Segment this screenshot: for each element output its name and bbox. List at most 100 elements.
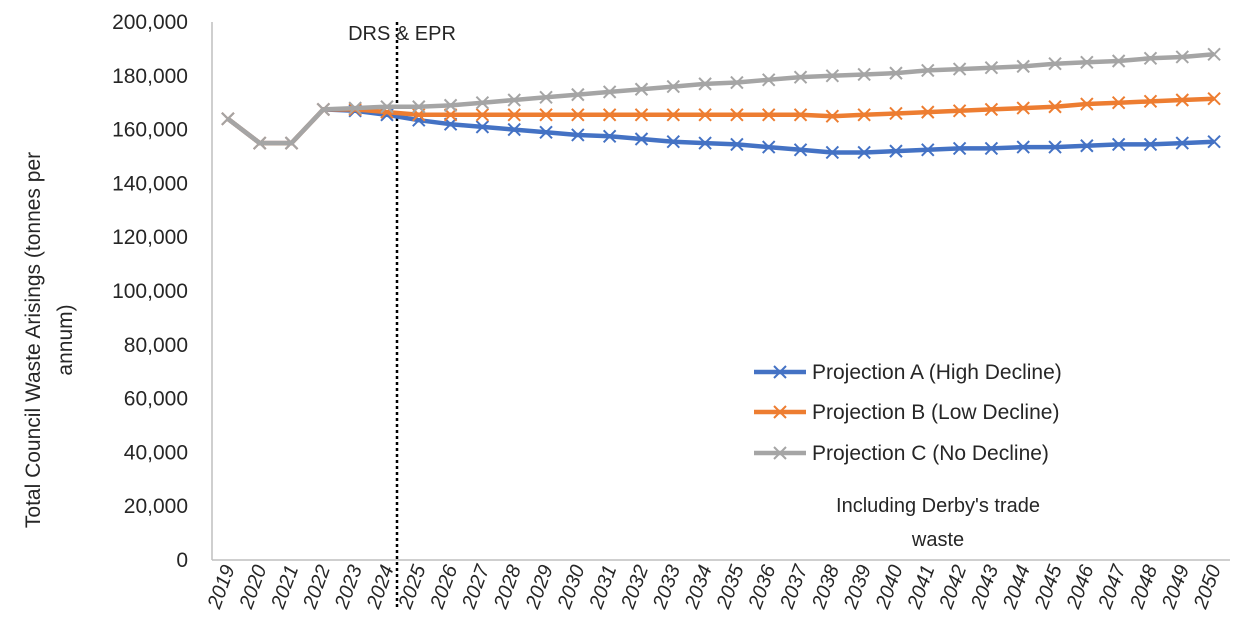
- data-point-marker: [475, 108, 490, 122]
- data-point-marker: [793, 108, 808, 122]
- data-point-marker: [762, 73, 776, 87]
- x-tick-label: 2050: [1190, 562, 1226, 612]
- data-point-marker: [1048, 100, 1062, 114]
- legend-item-c: Projection C (No Decline): [754, 442, 1049, 465]
- data-point-marker: [1048, 56, 1062, 71]
- x-tick-label: 2036: [744, 561, 781, 612]
- data-point-marker: [507, 122, 521, 137]
- data-point-marker: [921, 63, 935, 78]
- data-point-marker: [475, 95, 490, 110]
- data-point-marker: [1048, 140, 1062, 154]
- series-line-a: [226, 107, 1215, 155]
- y-axis-ticks: 0 20,000 40,000 60,000 80,000 100,000 120,000 1…: [112, 11, 188, 572]
- data-point-marker: [507, 93, 521, 107]
- legend-label-c: Projection C (No Decline): [812, 442, 1049, 465]
- legend-marker-c: [773, 446, 787, 460]
- legend-marker-b: [773, 405, 787, 419]
- data-point-marker: [1175, 93, 1189, 107]
- data-point-marker: [1016, 140, 1030, 154]
- x-tick-label: 2039: [840, 562, 876, 612]
- data-point-marker: [984, 141, 999, 156]
- drs-epr-annotation: DRS & EPR: [348, 23, 456, 45]
- y-tick-label: 200,000: [112, 11, 188, 34]
- data-point-marker: [857, 67, 871, 82]
- data-point-marker: [602, 108, 617, 122]
- data-point-marker: [571, 108, 585, 122]
- data-point-marker: [1207, 47, 1221, 61]
- y-tick-label: 0: [176, 549, 188, 572]
- data-point-marker: [1111, 137, 1126, 152]
- data-point-marker: [412, 100, 426, 114]
- data-point-marker: [443, 98, 458, 113]
- data-point-marker: [825, 69, 840, 83]
- data-point-marker: [1111, 54, 1126, 68]
- x-tick-label: 2029: [521, 562, 557, 612]
- data-point-marker: [984, 102, 999, 117]
- data-point-marker: [698, 77, 712, 91]
- data-point-marker: [1175, 50, 1189, 64]
- series-layer: [221, 47, 1221, 160]
- data-point-marker: [539, 108, 553, 122]
- x-tick-label: 2024: [362, 562, 398, 612]
- data-point-marker: [793, 143, 808, 157]
- data-point-marker: [921, 105, 935, 119]
- data-point-marker: [475, 120, 490, 134]
- y-tick-label: 80,000: [124, 334, 188, 357]
- legend: Projection A (High Decline) Projection B…: [754, 361, 1062, 465]
- data-point-marker: [889, 144, 903, 158]
- data-point-marker: [698, 136, 712, 150]
- data-point-marker: [1207, 134, 1221, 149]
- data-point-marker: [1080, 55, 1094, 70]
- y-axis-label-line-1: Total Council Waste Arisings (tonnes per: [22, 152, 45, 528]
- x-tick-label: 2019: [203, 562, 239, 612]
- data-point-marker: [984, 61, 999, 75]
- data-point-marker: [857, 145, 871, 160]
- x-tick-label: 2046: [1062, 561, 1099, 612]
- data-point-marker: [825, 145, 840, 160]
- data-point-marker: [762, 140, 776, 154]
- data-point-marker: [698, 108, 712, 122]
- legend-label-a: Projection A (High Decline): [812, 361, 1062, 384]
- data-point-marker: [889, 106, 903, 121]
- x-tick-label: 2042: [935, 562, 971, 612]
- x-tick-label: 2048: [1126, 562, 1162, 612]
- data-point-marker: [762, 108, 776, 122]
- x-tick-label: 2026: [426, 561, 463, 612]
- x-axis-ticks: 2019202020212022202320242025202620272028…: [203, 561, 1225, 612]
- data-point-marker: [952, 62, 967, 76]
- y-tick-label: 180,000: [112, 65, 188, 88]
- data-point-marker: [634, 108, 649, 122]
- data-point-marker: [634, 82, 649, 96]
- x-tick-label: 2045: [1030, 561, 1067, 612]
- data-point-marker: [1080, 97, 1094, 111]
- x-tick-label: 2044: [999, 562, 1035, 612]
- data-point-marker: [666, 108, 680, 122]
- x-tick-label: 2049: [1158, 562, 1194, 612]
- x-tick-label: 2031: [585, 562, 621, 612]
- data-point-marker: [1080, 139, 1094, 153]
- x-tick-label: 2020: [235, 562, 271, 612]
- x-tick-label: 2035: [712, 561, 749, 612]
- data-point-marker: [825, 109, 840, 123]
- data-point-marker: [952, 104, 967, 118]
- x-tick-label: 2047: [1094, 561, 1131, 612]
- data-point-marker: [857, 108, 871, 122]
- data-point-marker: [1143, 51, 1158, 66]
- x-tick-label: 2043: [967, 562, 1003, 612]
- data-point-marker: [634, 132, 649, 146]
- data-point-marker: [730, 108, 744, 122]
- x-tick-label: 2021: [267, 562, 303, 612]
- data-point-marker: [666, 134, 680, 149]
- x-tick-label: 2032: [617, 562, 653, 612]
- data-point-marker: [443, 117, 458, 131]
- x-tick-label: 2041: [903, 562, 939, 612]
- y-tick-label: 20,000: [124, 495, 188, 518]
- data-point-marker: [571, 87, 585, 102]
- data-point-marker: [1111, 95, 1126, 110]
- x-tick-label: 2037: [776, 561, 813, 612]
- data-point-marker: [1016, 101, 1030, 115]
- x-tick-label: 2030: [553, 562, 589, 612]
- y-tick-label: 100,000: [112, 280, 188, 303]
- x-tick-label: 2027: [458, 561, 495, 612]
